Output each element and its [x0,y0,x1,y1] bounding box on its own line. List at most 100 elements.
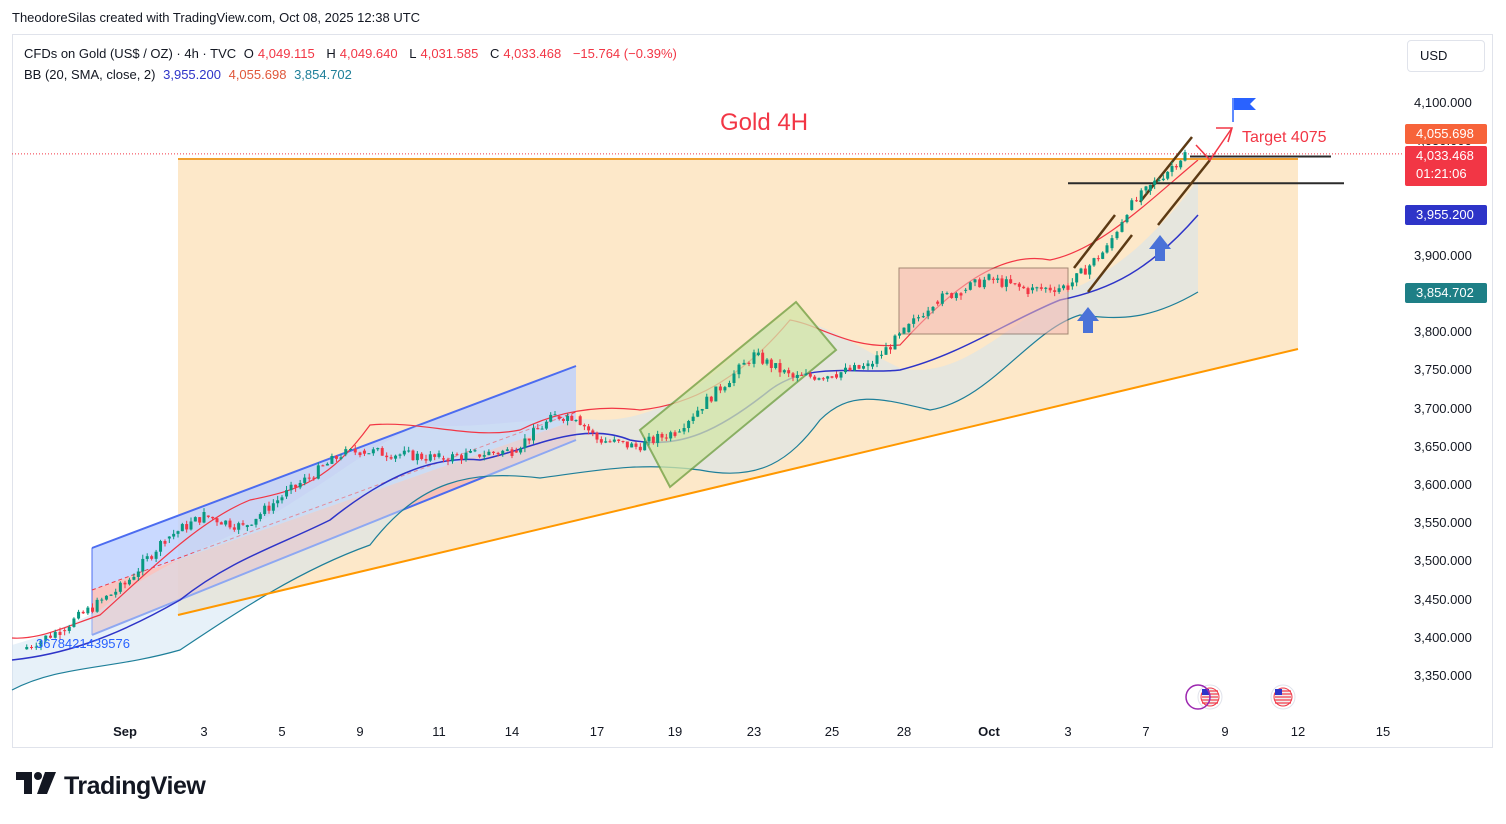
candle-body [100,599,104,601]
date-tick-label: 23 [746,724,762,739]
candle-body [817,378,821,380]
date-tick-label: 3 [200,724,208,739]
candle-body [1079,268,1083,274]
change-value: −15.764 (−0.39%) [572,46,677,61]
candle-body [118,582,122,592]
candle-body [1161,178,1165,181]
open-value: O 4,049.115 [243,46,315,61]
candle-body [821,378,825,380]
bb-lower-value: 3,854.702 [294,67,352,82]
candle-body [505,449,509,451]
candle-body [424,458,428,461]
candle-body [321,465,325,467]
candle-body [1157,180,1161,182]
candle-body [732,373,736,383]
candle-body [954,293,958,299]
candle-body [289,484,293,491]
flag-canton [1275,689,1282,695]
candle-body [141,558,145,572]
candle-body [58,631,62,635]
candle-body [612,439,616,442]
candle-body [30,646,33,648]
candle-body [1026,288,1030,295]
candle-body [1166,171,1170,179]
candle-body [664,437,668,439]
candle-body [826,376,830,379]
candle-body [455,454,459,456]
date-tick-label: 28 [896,724,912,739]
candle-body [940,293,944,304]
candle-body [172,533,176,537]
bb-legend: BB (20, SMA, close, 2) 3,955.200 4,055.6… [24,67,356,82]
candle-body [945,293,949,295]
candle-body [599,439,603,443]
date-tick-label: 19 [667,724,683,739]
candle-body [714,386,718,402]
candle-body [544,421,548,429]
ohlc-legend: CFDs on Gold (US$ / OZ) · 4h · TVC O 4,04… [24,46,681,61]
candle-body [446,459,450,462]
target-flag-icon [1234,98,1256,110]
candle-body [307,477,311,479]
candle-body [761,352,765,364]
candle-body [950,293,954,299]
bb-upper-tag: 4,055.698 [1405,124,1487,144]
chart-title: Gold 4H [720,109,808,136]
candle-body [1105,245,1109,253]
candle-body [765,359,769,364]
candle-body [1096,258,1100,260]
candle-body [1125,215,1129,223]
candle-body [917,317,920,319]
candle-body [496,452,500,455]
candle-body [795,374,799,379]
symbol-label[interactable]: CFDs on Gold (US$ / OZ) · 4h · TVC [24,46,237,61]
candle-body [1070,282,1074,287]
candle-body [540,428,544,430]
candle-body [553,414,557,416]
candle-body [839,372,843,378]
candle-body [433,454,437,457]
candle-body [176,531,180,534]
price-tick-label: 3,750.000 [1414,362,1472,378]
candle-body [1148,184,1152,191]
currency-button[interactable]: USD [1407,40,1485,72]
candle-body [907,323,911,333]
up-arrow-icon [1149,235,1171,261]
candle-body [769,359,773,368]
candle-body [482,455,486,457]
candle-body [617,439,621,441]
candle-body [1120,222,1124,232]
candle-body [1030,287,1034,291]
candle-body [167,536,171,539]
price-tick-label: 3,700.000 [1414,400,1472,416]
candle-body [964,289,968,291]
candle-body [660,433,664,438]
candle-body [880,354,883,356]
candle-body [1004,279,1008,287]
candle-body [49,635,52,638]
candle-body [700,408,704,411]
candle-body [163,541,167,544]
candle-body [902,327,906,334]
candle-body [800,374,804,376]
candle-body [232,527,236,530]
bb-label[interactable]: BB (20, SMA, close, 2) [24,67,156,82]
chart-frame[interactable] [12,34,1493,748]
candle-body [866,363,870,367]
candle-body [380,448,384,456]
bb-upper-value: 4,055.698 [228,67,287,82]
candle-body [1013,283,1017,285]
candle-body [578,416,582,425]
tradingview-logo[interactable]: TradingView [16,772,206,801]
candle-body [987,274,991,280]
candle-body [473,450,477,452]
candle-body [921,316,925,318]
candle-body [756,352,760,356]
event-marker-icon [1185,684,1211,710]
candle-body [536,428,540,430]
candle-body [848,367,852,371]
candle-body [367,453,371,455]
candle-body [180,524,184,532]
candle-body [978,279,982,288]
